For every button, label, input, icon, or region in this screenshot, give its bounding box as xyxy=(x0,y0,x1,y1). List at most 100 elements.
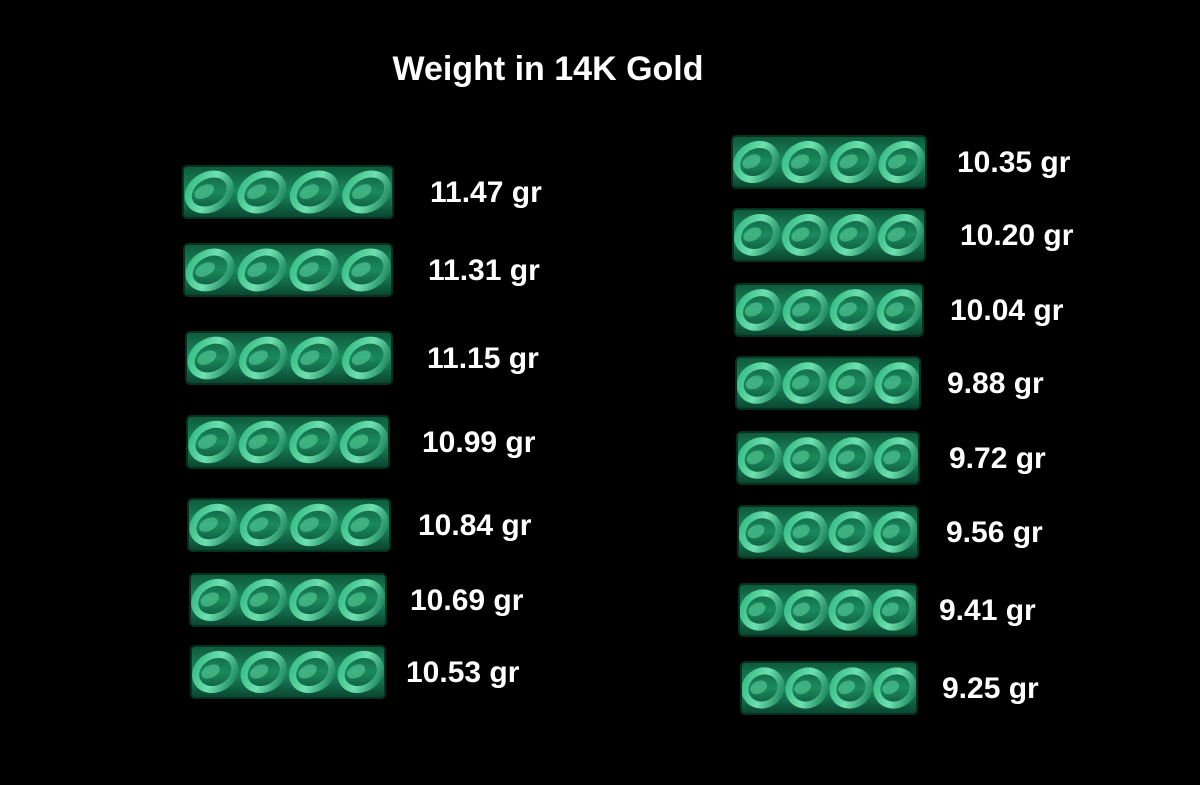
ring-shade xyxy=(183,243,393,297)
ring-link xyxy=(337,650,384,694)
ring-link xyxy=(240,650,287,694)
ring xyxy=(740,661,918,715)
ring-link xyxy=(828,589,873,631)
ring xyxy=(734,283,924,337)
ring-link xyxy=(290,503,339,547)
ring-link-highlight xyxy=(837,450,855,465)
weight-label: 10.04 gr xyxy=(950,294,1064,327)
ring-link-highlight xyxy=(792,450,810,465)
ring-band xyxy=(186,332,392,384)
ring xyxy=(732,208,926,262)
ring-link-highlight xyxy=(837,524,855,539)
weight-label: 9.72 gr xyxy=(949,442,1046,475)
ring-link-highlight xyxy=(888,154,907,169)
ring-link xyxy=(878,140,925,184)
ring-link-highlight xyxy=(839,302,857,317)
ring-link-highlight xyxy=(791,375,810,390)
ring-link-highlight xyxy=(791,227,810,242)
ring xyxy=(189,573,387,627)
weight-label: 11.31 gr xyxy=(428,254,540,287)
ring-link xyxy=(830,140,877,184)
ring xyxy=(738,583,918,637)
ring-link-highlight xyxy=(300,350,320,365)
ring-link-highlight xyxy=(883,375,902,390)
ring-link xyxy=(781,140,828,184)
ring-link-highlight xyxy=(792,302,810,317)
ring-band xyxy=(739,584,917,636)
ring-link xyxy=(237,170,287,214)
ring-link-highlight xyxy=(299,262,319,278)
ring-link-highlight xyxy=(250,664,269,679)
ring-link-highlight xyxy=(745,375,764,390)
ring-band xyxy=(188,499,390,551)
ring xyxy=(731,135,927,189)
weight-label: 10.99 gr xyxy=(422,426,536,459)
weight-label: 9.41 gr xyxy=(939,594,1036,627)
ring-link-highlight xyxy=(886,302,904,317)
ring-link-highlight xyxy=(750,680,767,695)
ring-shade xyxy=(182,165,394,219)
ring-link xyxy=(240,578,287,622)
weight-label: 10.20 gr xyxy=(960,219,1074,252)
ring-link-highlight xyxy=(882,524,900,539)
ring-shade xyxy=(738,583,918,637)
ring-shade xyxy=(189,573,387,627)
ring-link xyxy=(184,170,234,214)
ring-band xyxy=(184,244,392,296)
ring-link xyxy=(191,578,238,622)
ring-link-highlight xyxy=(882,680,899,695)
ring-link-highlight xyxy=(748,602,766,617)
ring-link xyxy=(340,503,389,547)
ring-link xyxy=(878,214,924,256)
ring-link-highlight xyxy=(247,262,267,278)
ring-link-highlight xyxy=(792,602,810,617)
ring-link xyxy=(733,140,780,184)
ring-shade xyxy=(187,498,391,552)
ring-link-highlight xyxy=(195,262,215,278)
ring-link xyxy=(785,667,829,709)
ring-link-highlight xyxy=(794,680,811,695)
ring-link xyxy=(782,362,828,404)
ring-band xyxy=(191,646,385,698)
ring-link xyxy=(873,667,917,709)
ring-link xyxy=(289,170,339,214)
weight-label: 9.25 gr xyxy=(942,672,1039,705)
ring-link xyxy=(238,420,287,464)
ring xyxy=(182,165,394,219)
ring-link-highlight xyxy=(746,450,764,465)
ring-link-highlight xyxy=(347,592,366,607)
ring-link xyxy=(237,248,287,292)
ring-link-highlight xyxy=(747,524,765,539)
ring-link-highlight xyxy=(887,227,906,242)
ring-link xyxy=(738,511,783,553)
title: Weight in 14K Gold xyxy=(392,50,703,88)
ring-link xyxy=(782,289,829,331)
ring-link xyxy=(187,336,236,380)
ring-link xyxy=(828,511,873,553)
ring-shade xyxy=(190,645,386,699)
ring-link xyxy=(289,650,336,694)
ring-link xyxy=(783,511,828,553)
ring-link xyxy=(289,420,338,464)
ring-link-highlight xyxy=(247,184,267,200)
ring xyxy=(190,645,386,699)
ring-link xyxy=(338,578,385,622)
ring-shade xyxy=(186,415,390,469)
ring-link xyxy=(876,289,923,331)
ring-link-highlight xyxy=(200,592,219,607)
ring-shade xyxy=(731,135,927,189)
weight-label: 10.69 gr xyxy=(410,584,524,617)
ring-link-highlight xyxy=(300,517,319,532)
ring-shade xyxy=(740,661,918,715)
ring-link xyxy=(736,362,782,404)
ring-link xyxy=(341,248,391,292)
ring-link-highlight xyxy=(249,592,268,607)
ring xyxy=(736,431,920,485)
ring-link xyxy=(737,437,782,479)
ring-link xyxy=(188,420,237,464)
ring-link-highlight xyxy=(881,602,899,617)
ring-shade xyxy=(732,208,926,262)
ring-link xyxy=(830,214,876,256)
ring-link-highlight xyxy=(349,434,369,449)
